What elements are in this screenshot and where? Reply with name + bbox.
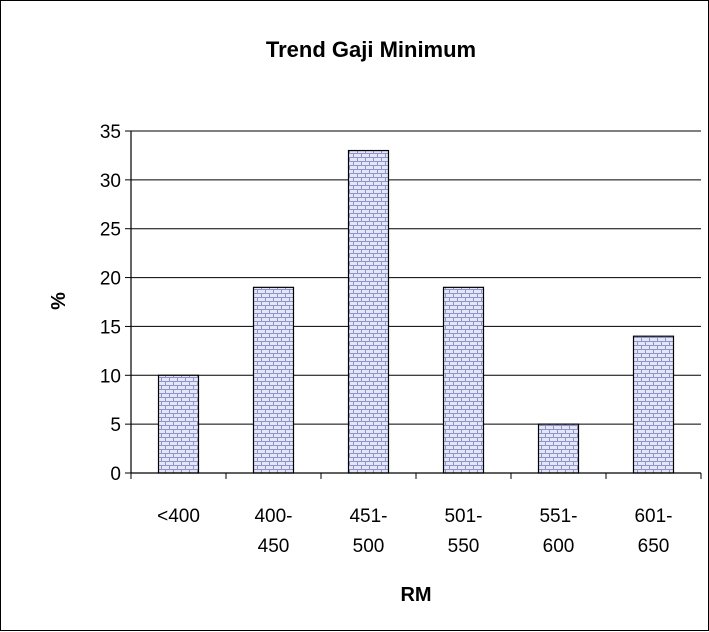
x-tick-label-line: 501- <box>444 506 482 527</box>
bar <box>347 149 390 474</box>
bar <box>632 335 675 474</box>
x-tick-label-line: 500 <box>353 536 385 557</box>
x-tick-label-line: 601- <box>634 506 672 527</box>
x-tick-label-line: 550 <box>448 536 480 557</box>
y-axis-label: % <box>48 292 70 310</box>
bar <box>157 374 200 474</box>
bar <box>537 423 580 474</box>
bars <box>157 149 675 474</box>
chart-title: Trend Gaji Minimum <box>266 37 476 62</box>
x-tick-label-line: 551- <box>539 506 577 527</box>
x-tick-label: 400- 450 <box>254 506 292 557</box>
y-tick-label: 30 <box>100 171 121 192</box>
x-tick-label: 451- 500 <box>349 506 387 557</box>
y-tick-label: 5 <box>110 415 121 436</box>
x-axis-label: RM <box>400 584 431 606</box>
y-tick-label: 10 <box>100 366 121 387</box>
x-tick-label-line: 450 <box>258 536 290 557</box>
x-tick-label-line: 451- <box>349 506 387 527</box>
x-tick-label-line: 400- <box>254 506 292 527</box>
bar <box>252 286 295 474</box>
x-tick-label: 601- 650 <box>634 506 672 557</box>
x-tick-label-line: <400 <box>157 506 200 527</box>
y-tick-label: 20 <box>100 269 121 290</box>
x-tick-label-line: 600 <box>543 536 575 557</box>
x-tick-label: 501- 550 <box>444 506 482 557</box>
y-tick-label: 15 <box>100 317 121 338</box>
x-tick-label: 551- 600 <box>539 506 577 557</box>
y-tick-labels: 0 5 10 15 20 25 30 35 <box>100 122 121 485</box>
y-tick-label: 35 <box>100 122 121 143</box>
bar <box>442 286 485 474</box>
gridlines <box>131 130 701 425</box>
y-tick-label: 25 <box>100 220 121 241</box>
y-tick-label: 0 <box>110 464 121 485</box>
x-tick-label: <400 <box>157 506 200 527</box>
x-tick-labels: <400 400- 450 451- 500 501- 550 551- 600 601- 650 <box>157 506 672 557</box>
axes <box>125 130 702 479</box>
x-tick-label-line: 650 <box>638 536 670 557</box>
